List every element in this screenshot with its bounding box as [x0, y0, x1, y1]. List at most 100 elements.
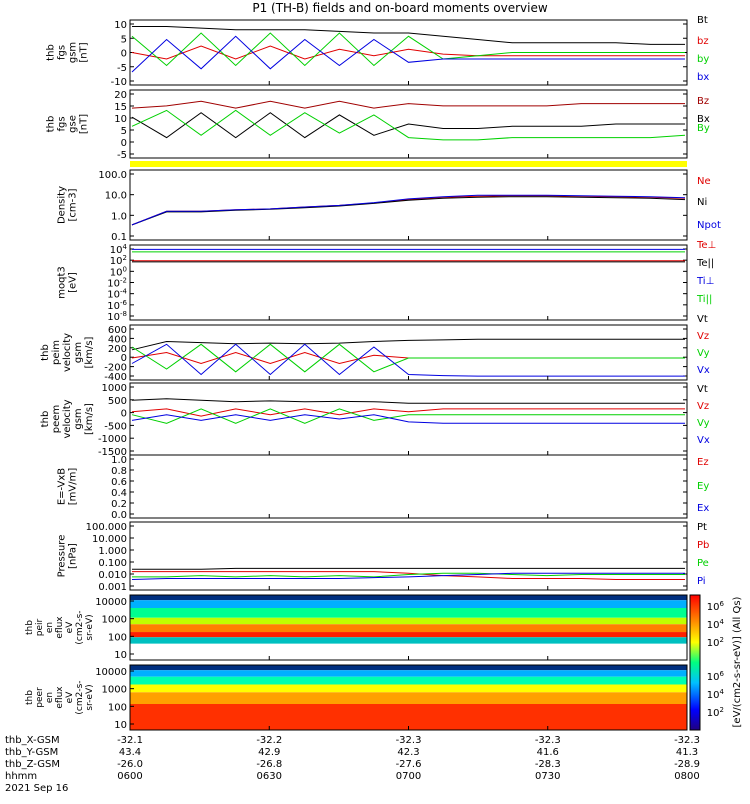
spectrogram-band [130, 608, 687, 618]
ytick-label: 5 [121, 126, 127, 137]
ylabel-line: peer [35, 687, 45, 708]
ytick-label: 1.000 [98, 546, 127, 557]
legend-Vy: Vy [697, 348, 710, 359]
ytick-label: 400 [108, 334, 127, 345]
ytick-label: -1500 [98, 447, 127, 458]
series-Vt [131, 398, 685, 404]
ytick-label: 1.0 [111, 455, 127, 466]
colorbar-tick: 104 [707, 688, 725, 701]
legend-Pb: Pb [697, 540, 709, 551]
legend-Npot: Npot [697, 220, 721, 231]
axis-row-value: -28.9 [674, 759, 700, 770]
spectrogram-band [130, 704, 687, 730]
series-Vt [131, 338, 685, 351]
panel-frame [129, 169, 688, 241]
spectrogram-band [130, 670, 687, 677]
colorbar-tick: 106 [707, 600, 725, 613]
panel-frame [129, 244, 688, 321]
spectrogram-band [130, 617, 687, 625]
ytick-label: 100.000 [86, 522, 127, 533]
ytick-label: -5 [117, 150, 127, 161]
spectrogram-band [130, 684, 687, 693]
series-bx [131, 35, 685, 73]
panel-ion_spectrogram: 10000 1000 100 10 thb peir en eflux eV (cm2-s-sr-… [25, 594, 688, 661]
ylabel-line: fgs [57, 116, 68, 131]
axis-row-value: -27.6 [396, 759, 422, 770]
ylabel-line: [mV/m] [68, 468, 79, 506]
colorbar-tick: 102 [707, 636, 724, 649]
panel-frame [129, 521, 688, 591]
ylabel-line: peim [51, 340, 62, 365]
ytick-label: 0 [121, 138, 127, 149]
ylabel-line: eV [65, 621, 75, 634]
ytick-label: 10 [114, 720, 127, 731]
legend-Vx: Vx [697, 365, 710, 376]
axis-row-value: -32.2 [256, 735, 282, 746]
panel-frame [129, 454, 688, 519]
ylabel-line: thb [25, 690, 35, 705]
legend-Vz: Vz [697, 401, 709, 412]
series-Bx [131, 112, 685, 139]
ytick-label: 10.000 [92, 534, 127, 545]
ylabel-line: en [45, 622, 55, 633]
ytick-label: 500 [108, 396, 127, 407]
ytick-label: 0.2 [111, 499, 127, 510]
ylabel-line: [km/s] [84, 403, 95, 435]
ytick-label: 0.100 [98, 558, 127, 569]
ytick-label: 10 [114, 114, 127, 125]
ytick-label: 1000 [102, 383, 127, 394]
ylabel-line: [nT] [79, 42, 90, 62]
ytick-label: -400 [104, 372, 127, 383]
ylabel-line: sr-eV) [85, 684, 95, 710]
legend-Vz: Vz [697, 331, 709, 342]
ylabel-line: sr-eV) [85, 614, 95, 640]
legend-Ti⊥: Ti⊥ [696, 276, 714, 287]
axis-row-label: hhmm [5, 771, 37, 782]
axis-row-value: -32.3 [396, 735, 422, 746]
series-Vy [131, 408, 685, 424]
axis-row-value: 42.3 [397, 747, 419, 758]
ytick-label: 100.0 [98, 170, 127, 181]
ytick-label: 15 [114, 102, 127, 113]
legend-Pt: Pt [697, 522, 707, 533]
ylabel-line: peir [35, 618, 45, 636]
axis-row-value: -32.1 [117, 735, 143, 746]
spectrogram-band [130, 676, 687, 685]
legend-by: by [697, 54, 709, 65]
ylabel-line: (cm2-s- [75, 680, 85, 714]
axis-row-value: 43.4 [119, 747, 141, 758]
ytick-label: 1000 [102, 615, 127, 626]
ylabel-line: [nT] [79, 114, 90, 134]
ylabel-line: eflux [55, 616, 65, 639]
ylabel-line: gsm [68, 42, 79, 63]
ytick-label: 10-6 [107, 299, 127, 312]
ytick-label: 104 [110, 243, 128, 256]
ytick-label: -5 [117, 63, 127, 74]
ytick-label: -1000 [98, 434, 127, 445]
ytick-label: 10000 [95, 597, 127, 608]
legend-Bx: Bx [697, 114, 710, 125]
series-By [131, 109, 686, 141]
ytick-label: 0.001 [98, 582, 127, 593]
series-Bt [132, 26, 685, 45]
series-Vy [131, 343, 685, 373]
panel-frame [129, 382, 688, 456]
ylabel-line: (cm2-s- [75, 610, 85, 644]
ytick-label: -500 [104, 421, 127, 432]
panel-fgs_gsm: 10 5 0 -5 -10 thb fgs gsm [nT] Bt bz by bx [46, 15, 710, 88]
series-Pt [132, 567, 685, 570]
axis-row-value: 41.6 [537, 747, 559, 758]
ytick-label: 0.4 [111, 488, 127, 499]
ytick-label: 1.0 [111, 211, 127, 222]
ytick-label: 102 [110, 254, 127, 267]
spectrogram-band [130, 692, 687, 704]
ylabel-line: thb [40, 411, 51, 428]
axis-row-value: -26.8 [256, 759, 282, 770]
ylabel-line: gsm [73, 408, 84, 429]
ylabel-line: velocity [62, 333, 73, 372]
spectrogram-band [130, 632, 687, 638]
